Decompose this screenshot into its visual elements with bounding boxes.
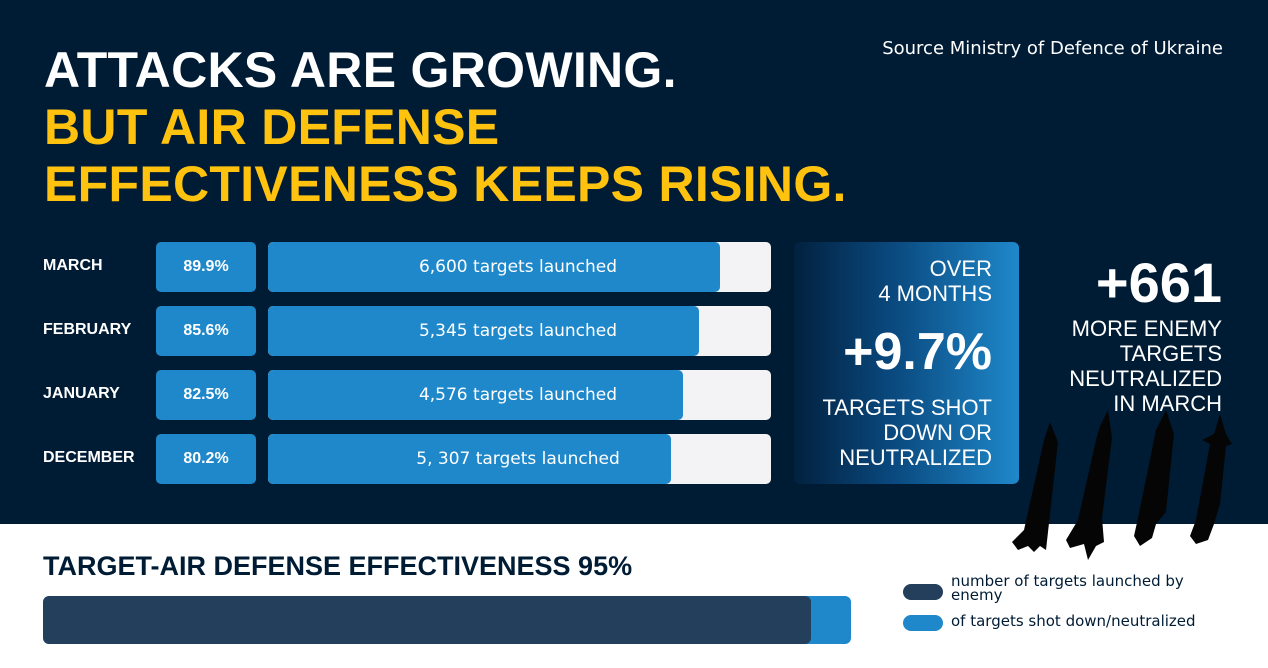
bar-label: 6,600 targets launched bbox=[418, 257, 618, 277]
rocket-icon bbox=[1066, 410, 1112, 560]
stat-desc-line: NEUTRALIZED bbox=[839, 445, 992, 470]
march-stat: +661 MORE ENEMY TARGETS NEUTRALIZED IN M… bbox=[1069, 251, 1222, 417]
headline-line-2: BUT AIR DEFENSE bbox=[44, 99, 500, 155]
legend-label: number of targets launched by enemy bbox=[951, 572, 1184, 604]
effectiveness-bar-fill bbox=[43, 596, 811, 644]
headline: ATTACKS ARE GROWING. BUT AIR DEFENSE EFF… bbox=[44, 42, 847, 213]
rocket-icon bbox=[1134, 410, 1174, 546]
effectiveness-title: TARGET-AIR DEFENSE EFFECTIVENESS 95% bbox=[43, 551, 633, 581]
march-desc-line: IN MARCH bbox=[1113, 391, 1222, 416]
chart-row: FEBRUARY 85.6% 5,345 targets launched bbox=[0, 306, 780, 356]
bar-label: 4,576 targets launched bbox=[418, 385, 618, 405]
effectiveness-badge: 80.2% bbox=[156, 434, 256, 484]
bar-fill bbox=[268, 370, 683, 420]
headline-line-1: ATTACKS ARE GROWING. bbox=[44, 42, 677, 98]
stat-desc-line: DOWN OR bbox=[883, 420, 992, 445]
rockets-illustration bbox=[1012, 410, 1232, 560]
bar-fill bbox=[268, 434, 672, 484]
legend: number of targets launched by enemy of t… bbox=[903, 574, 1231, 643]
march-desc-line: MORE ENEMY bbox=[1071, 316, 1222, 341]
category-label: MARCH bbox=[43, 257, 103, 274]
march-desc-line: NEUTRALIZED bbox=[1069, 366, 1222, 391]
chart-row: JANUARY 82.5% 4,576 targets launched bbox=[0, 370, 780, 420]
stat-period: OVER 4 MONTHS bbox=[878, 256, 992, 306]
bar-track: 5, 307 targets launched bbox=[268, 434, 771, 484]
march-stat-value: +661 bbox=[1095, 251, 1222, 314]
rocket-icon bbox=[1012, 422, 1058, 552]
bar-track: 4,576 targets launched bbox=[268, 370, 771, 420]
legend-swatch bbox=[903, 615, 943, 631]
rocket-icon bbox=[1190, 414, 1232, 544]
bar-track: 6,600 targets launched bbox=[268, 242, 771, 292]
stat-desc-line: TARGETS SHOT bbox=[822, 395, 993, 420]
chart-row: MARCH 89.9% 6,600 targets launched bbox=[0, 242, 780, 292]
category-label: JANUARY bbox=[43, 385, 120, 402]
effectiveness-bar-track bbox=[43, 596, 851, 644]
source-credit: Source Ministry of Defence of Ukraine bbox=[882, 38, 1223, 59]
effectiveness-badge: 85.6% bbox=[156, 306, 256, 356]
bar-label: 5, 307 targets launched bbox=[416, 449, 620, 469]
stat-period-line: OVER bbox=[929, 256, 992, 281]
bar-fill bbox=[268, 242, 721, 292]
category-label: DECEMBER bbox=[43, 449, 135, 466]
stat-description: TARGETS SHOT DOWN OR NEUTRALIZED bbox=[823, 395, 993, 470]
march-stat-description: MORE ENEMY TARGETS NEUTRALIZED IN MARCH bbox=[1069, 316, 1222, 416]
bar-label: 5,345 targets launched bbox=[418, 321, 618, 341]
stat-value: +9.7% bbox=[843, 323, 992, 381]
chart-row: DECEMBER 80.2% 5, 307 targets launched bbox=[0, 434, 780, 484]
stat-period-line: 4 MONTHS bbox=[878, 281, 992, 306]
march-desc-line: TARGETS bbox=[1119, 341, 1222, 366]
effectiveness-badge: 89.9% bbox=[156, 242, 256, 292]
legend-item: of targets shot down/neutralized bbox=[903, 614, 1231, 631]
legend-swatch bbox=[903, 584, 943, 600]
bar-fill bbox=[268, 306, 699, 356]
legend-label: of targets shot down/neutralized bbox=[951, 612, 1196, 630]
legend-item: number of targets launched by enemy bbox=[903, 572, 1231, 604]
headline-line-3: EFFECTIVENESS KEEPS RISING. bbox=[44, 156, 847, 212]
bar-track: 5,345 targets launched bbox=[268, 306, 771, 356]
effectiveness-badge: 82.5% bbox=[156, 370, 256, 420]
four-month-stat-card: OVER 4 MONTHS +9.7% TARGETS SHOT DOWN OR… bbox=[794, 242, 1019, 484]
category-label: FEBRUARY bbox=[43, 321, 132, 338]
